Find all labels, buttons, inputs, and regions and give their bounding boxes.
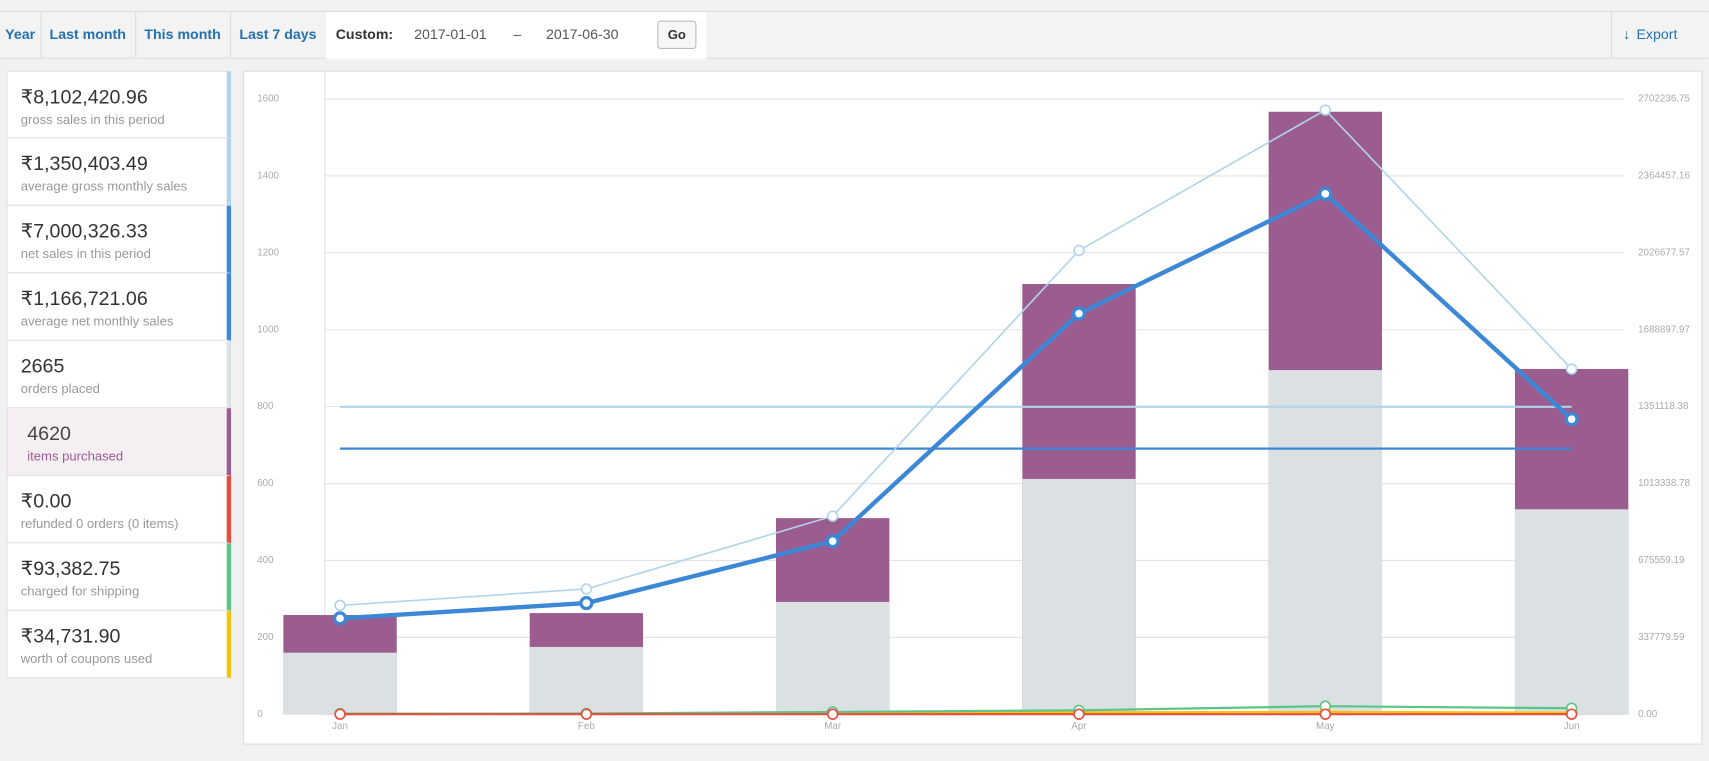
- summary-item[interactable]: ₹0.00 refunded 0 orders (0 items): [6, 475, 232, 544]
- summary-item[interactable]: 4620 items purchased: [6, 408, 232, 476]
- bar: [529, 646, 644, 715]
- range-bar: Year Last month This month Last 7 days C…: [0, 10, 1709, 88]
- y-tick-label: 1000: [257, 324, 279, 335]
- summary-label: refunded 0 orders (0 items): [20, 516, 179, 532]
- y-tick-label: 800: [257, 401, 274, 412]
- summary-value: ₹93,382.75: [20, 557, 121, 580]
- tab[interactable]: Year: [0, 11, 42, 58]
- point: [825, 534, 840, 549]
- y2-tick-label: 675559.19: [1638, 555, 1684, 566]
- y2-tick-label: 1013338.78: [1638, 478, 1690, 489]
- summary-legend: ₹8,102,420.96 gross sales in this period ₹…: [6, 70, 232, 679]
- summary-value: ₹1,166,721.06: [20, 287, 148, 310]
- tab[interactable]: This month: [135, 11, 232, 58]
- tab[interactable]: Last month: [40, 11, 137, 58]
- summary-value: ₹0.00: [20, 489, 72, 512]
- y-tick-label: 200: [257, 632, 274, 643]
- x-tick-label: Mar: [824, 721, 842, 732]
- point: [1073, 244, 1085, 257]
- summary-value: ₹34,731.90: [20, 624, 121, 647]
- summary-label: worth of coupons used: [20, 651, 153, 667]
- summary-item[interactable]: ₹8,102,420.96 gross sales in this period: [6, 70, 232, 139]
- point: [580, 583, 593, 595]
- bar: [283, 652, 397, 715]
- y2-tick-label: 1688897.97: [1638, 324, 1690, 335]
- summary-label: charged for shipping: [20, 583, 140, 599]
- custom-label: Custom:: [335, 26, 394, 43]
- y-tick-label: 1400: [257, 171, 279, 182]
- start-date[interactable]: 2017-01-01: [414, 26, 487, 43]
- y-tick-label: 0: [257, 709, 263, 720]
- point: [1071, 306, 1087, 321]
- point: [1565, 708, 1578, 720]
- bar: [1022, 478, 1136, 715]
- y-tick-label: 1200: [257, 247, 279, 258]
- point: [1318, 186, 1333, 201]
- y2-tick-label: 0.00: [1638, 709, 1658, 720]
- summary-label: orders placed: [20, 381, 100, 397]
- line: [339, 109, 1573, 607]
- summary-label: net sales in this period: [20, 246, 151, 262]
- point: [1565, 363, 1578, 375]
- point: [826, 510, 839, 522]
- summary-item[interactable]: ₹1,350,403.49 average gross monthly sales: [6, 138, 232, 206]
- summary-item[interactable]: ₹7,000,326.33 net sales in this period: [6, 205, 232, 274]
- summary-label: average gross monthly sales: [20, 178, 188, 194]
- summary-value: 2665: [20, 354, 65, 377]
- go-button[interactable]: Go: [657, 20, 697, 49]
- bar: [776, 601, 890, 715]
- point: [579, 596, 594, 611]
- end-date[interactable]: 2017-06-30: [546, 26, 619, 43]
- x-tick-label: May: [1316, 721, 1335, 732]
- point: [332, 611, 348, 626]
- summary-item[interactable]: ₹34,731.90 worth of coupons used: [6, 610, 232, 679]
- line: [339, 191, 1574, 621]
- point: [334, 708, 346, 720]
- summary-label: gross sales in this period: [20, 112, 165, 128]
- point: [1564, 412, 1579, 427]
- point: [1073, 708, 1085, 720]
- separator: –: [513, 26, 522, 43]
- bar: [1514, 509, 1629, 715]
- y2-tick-label: 2026677.57: [1638, 247, 1690, 258]
- summary-label: average net monthly sales: [20, 313, 174, 329]
- y-tick-label: 400: [257, 555, 274, 566]
- summary-item[interactable]: ₹1,166,721.06 average net monthly sales: [6, 273, 232, 341]
- summary-item[interactable]: ₹93,382.75 charged for shipping: [6, 543, 232, 611]
- y2-tick-label: 1351118.38: [1638, 401, 1689, 412]
- download-icon: ↓: [1622, 26, 1630, 43]
- summary-item[interactable]: 2665 orders placed: [6, 340, 232, 409]
- bar: [1268, 370, 1382, 715]
- summary-value: ₹1,350,403.49: [20, 152, 148, 175]
- y-tick-label: 600: [257, 478, 274, 489]
- y2-tick-label: 2364457.16: [1638, 171, 1690, 182]
- summary-value: ₹8,102,420.96: [20, 86, 148, 108]
- summary-value: 4620: [27, 422, 71, 445]
- point: [334, 599, 346, 612]
- x-tick-label: Feb: [578, 721, 595, 732]
- custom-range: Custom: 2017-01-01 – 2017-06-30 Go: [325, 11, 707, 59]
- point: [826, 708, 839, 720]
- summary-label: items purchased: [27, 448, 124, 464]
- x-tick-label: Jun: [1564, 721, 1580, 732]
- y-tick-label: 1600: [257, 94, 279, 105]
- point: [1319, 104, 1332, 116]
- point: [1319, 708, 1332, 720]
- x-tick-label: Apr: [1071, 721, 1087, 732]
- y2-tick-label: 337779.59: [1638, 632, 1684, 643]
- y2-tick-label: 2702236.75: [1638, 94, 1690, 105]
- summary-value: ₹7,000,326.33: [20, 219, 148, 242]
- point: [580, 708, 593, 720]
- x-tick-label: Jan: [332, 721, 348, 732]
